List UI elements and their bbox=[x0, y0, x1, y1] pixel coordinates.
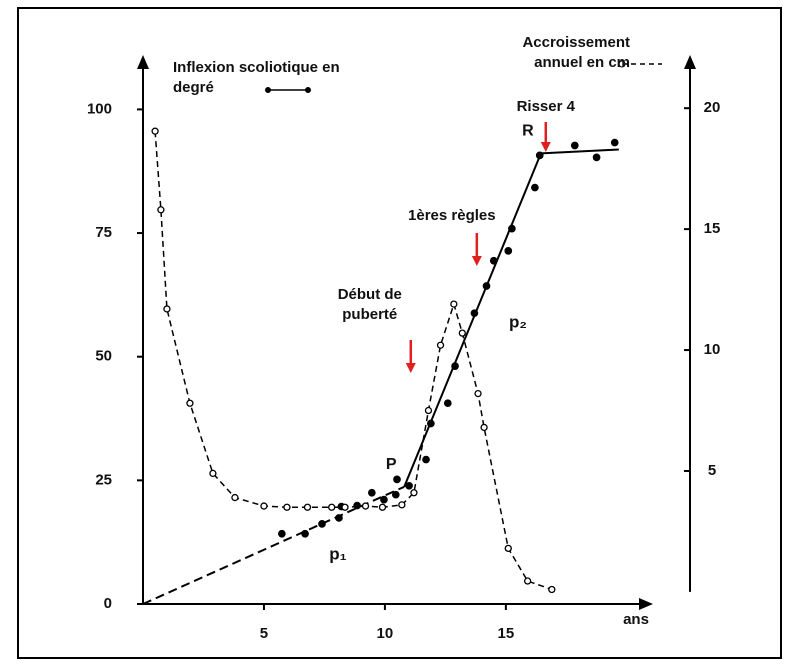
axis-arrow bbox=[639, 598, 653, 610]
data-point bbox=[341, 503, 349, 511]
trend-line bbox=[403, 153, 542, 488]
phase-label: p₁ bbox=[329, 544, 346, 563]
point-label: P bbox=[386, 456, 397, 473]
y-tick-label: 0 bbox=[104, 595, 112, 612]
x-axis-label: ans bbox=[623, 611, 649, 628]
data-point bbox=[470, 309, 479, 318]
data-point bbox=[422, 455, 430, 464]
data-point bbox=[367, 488, 376, 497]
data-point bbox=[361, 502, 370, 510]
data-point bbox=[508, 224, 516, 233]
event-arrowhead bbox=[405, 363, 416, 373]
y-tick-label: 25 bbox=[95, 471, 112, 488]
data-point bbox=[592, 153, 601, 162]
data-point bbox=[410, 489, 418, 497]
data-point bbox=[450, 300, 458, 308]
axis-arrow bbox=[137, 55, 149, 69]
data-point bbox=[405, 481, 413, 490]
data-point bbox=[301, 529, 309, 538]
data-point bbox=[548, 585, 556, 594]
data-point bbox=[443, 399, 452, 408]
data-point bbox=[186, 399, 194, 407]
data-point bbox=[260, 502, 268, 510]
data-point bbox=[157, 206, 165, 214]
data-point bbox=[303, 503, 312, 511]
legend-symbol bbox=[618, 60, 626, 68]
data-point bbox=[427, 419, 435, 428]
y2-tick-label: 10 bbox=[704, 341, 721, 358]
data-point bbox=[231, 493, 239, 502]
legend-symbol bbox=[265, 87, 271, 93]
point-label: R bbox=[522, 123, 534, 140]
data-point bbox=[163, 305, 171, 313]
data-point bbox=[531, 183, 539, 192]
x-tick-label: 10 bbox=[377, 625, 394, 642]
event-arrowhead bbox=[471, 256, 482, 266]
data-point bbox=[393, 475, 401, 484]
data-point bbox=[209, 469, 217, 478]
data-point bbox=[451, 362, 459, 370]
x-tick-label: 5 bbox=[260, 625, 268, 642]
axis-arrow bbox=[684, 55, 696, 69]
data-point bbox=[378, 503, 387, 511]
event-label: Risser 4 bbox=[516, 98, 575, 115]
data-point bbox=[380, 495, 388, 504]
y2-tick-label: 15 bbox=[704, 220, 721, 237]
y-tick-label: 75 bbox=[95, 224, 112, 241]
data-point bbox=[278, 529, 286, 538]
data-point bbox=[523, 577, 532, 585]
legend-entry: Inflexion scoliotique en degré bbox=[173, 59, 340, 96]
y-tick-label: 50 bbox=[95, 348, 112, 365]
data-point bbox=[318, 520, 326, 528]
data-point bbox=[353, 501, 361, 510]
series-line bbox=[154, 131, 553, 591]
data-point bbox=[570, 141, 579, 150]
data-point bbox=[151, 127, 159, 135]
data-point bbox=[480, 423, 488, 432]
event-label: Début de puberté bbox=[337, 286, 402, 323]
phase-label: p₂ bbox=[509, 312, 527, 331]
x-tick-label: 15 bbox=[498, 625, 515, 642]
data-point bbox=[398, 501, 406, 509]
y-tick-label: 100 bbox=[87, 100, 112, 117]
data-point bbox=[504, 544, 512, 553]
data-point bbox=[391, 490, 400, 499]
trend-line bbox=[540, 148, 619, 155]
legend-entry: Accroissement annuel en cm bbox=[522, 34, 630, 71]
data-point bbox=[504, 247, 513, 255]
y2-tick-label: 20 bbox=[704, 99, 721, 116]
event-label: 1ères règles bbox=[408, 207, 496, 224]
data-point bbox=[436, 341, 445, 349]
data-point bbox=[424, 406, 433, 415]
data-point bbox=[335, 514, 343, 522]
data-point bbox=[283, 503, 291, 511]
data-point bbox=[535, 151, 544, 160]
legend-symbol bbox=[305, 87, 311, 93]
frame bbox=[17, 7, 782, 659]
data-point bbox=[482, 282, 491, 290]
y2-tick-label: 5 bbox=[708, 462, 716, 479]
data-point bbox=[610, 138, 619, 147]
event-arrowhead bbox=[540, 142, 551, 152]
data-point bbox=[328, 503, 336, 511]
data-point bbox=[474, 389, 482, 398]
data-point bbox=[458, 329, 466, 337]
data-point bbox=[489, 256, 498, 265]
